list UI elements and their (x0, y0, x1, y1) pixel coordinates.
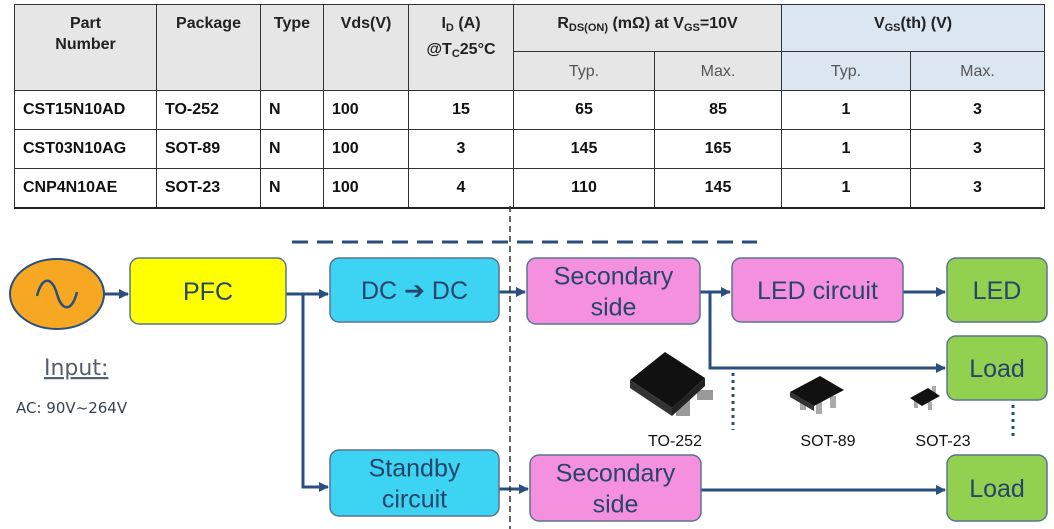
header-text: 25°C (459, 41, 496, 58)
subheader-cell: Max. (654, 51, 782, 91)
data-cell: 165 (654, 129, 782, 169)
node-label: Load (969, 475, 1025, 503)
header-text: I (441, 15, 446, 32)
node-label: LED circuit (757, 277, 878, 305)
data-cell: 3 (909, 129, 1046, 169)
package-label: TO-252 (648, 433, 702, 450)
header-text: R (557, 15, 569, 32)
package-label: SOT-89 (800, 433, 855, 450)
sot89-icon (790, 376, 844, 414)
header-text: GS (884, 22, 901, 34)
subheader-row: Typ. Max. Typ. Max. (15, 51, 1046, 91)
data-cell: SOT-23 (156, 168, 261, 209)
header-text: (mΩ) at V (608, 15, 684, 32)
node-box (946, 257, 1048, 323)
node: Load (946, 454, 1048, 522)
node-label: Load (969, 355, 1025, 383)
data-cell: 1 (781, 129, 911, 169)
node: Standby circuit (329, 449, 500, 517)
header-text: @T (426, 41, 452, 58)
node: DC ➔ DC (329, 257, 500, 323)
header-cell: Part Number (14, 4, 157, 91)
header-text: DS(ON) (568, 22, 608, 34)
data-cell: 1 (781, 168, 911, 209)
node: PFC (129, 257, 287, 325)
node-box (731, 257, 904, 323)
node-box (526, 257, 701, 325)
header-text: Vds(V) (340, 15, 392, 32)
node-label: DC ➔ DC (361, 277, 468, 305)
node-box (529, 454, 702, 522)
node-label: Standby (369, 455, 461, 483)
node: LED circuit (731, 257, 904, 323)
node-box (129, 257, 287, 325)
header-cell: RDS(ON) (mΩ) at VGS=10V (513, 4, 782, 52)
node-label: PFC (183, 278, 233, 306)
header-cell: ID (A) @TC25°C (408, 4, 514, 91)
node-label: Secondary (556, 460, 676, 488)
node-box (946, 454, 1048, 522)
data-cell: 15 (408, 90, 514, 130)
data-cell: CST03N10AG (14, 129, 157, 169)
header-text: (A) (453, 15, 481, 32)
data-cell: 3 (408, 129, 514, 169)
data-cell: 100 (323, 168, 409, 209)
header-text: Number (55, 36, 116, 53)
node: Secondary side (529, 454, 702, 522)
node-label: LED (973, 277, 1022, 305)
header-text: D (445, 22, 454, 34)
header-text: Package (176, 15, 241, 32)
node-box (329, 257, 500, 323)
data-cell: 100 (323, 90, 409, 130)
node: Secondary side (526, 257, 701, 325)
header-text: Type (273, 15, 311, 32)
data-cell: CST15N10AD (14, 90, 157, 130)
data-row: CNP4N10AE SOT-23 N 100 4 110 145 1 3 (14, 168, 1046, 209)
header-cell: Vds(V) (323, 4, 409, 91)
subheader-cell: Typ. (781, 51, 911, 91)
header-text: V (873, 15, 885, 32)
data-cell: 3 (909, 168, 1046, 209)
data-row: CST03N10AG SOT-89 N 100 3 145 165 1 3 (14, 129, 1046, 169)
header-text: Part (69, 15, 102, 32)
sine-icon (35, 279, 79, 309)
node-box (329, 449, 500, 517)
header-cell: Type (260, 4, 324, 91)
data-cell: 145 (513, 129, 655, 169)
subheader-cell: Typ. (513, 51, 655, 91)
header-text: C (451, 48, 460, 60)
input-label: Input: (44, 356, 108, 381)
node-box (946, 335, 1048, 401)
data-cell: N (260, 90, 324, 130)
to252-icon (630, 352, 713, 416)
header-cell: VGS(th) (V) (780, 4, 1046, 52)
spec-table: Part Number Package Type Vds(V) ID (A) @TC25°C… (14, 4, 1046, 209)
data-cell: 145 (654, 168, 782, 209)
sot23-icon (910, 386, 940, 410)
header-text: =10V (699, 15, 738, 32)
node-label: Secondary (554, 263, 674, 291)
node-label: circuit (382, 486, 447, 514)
header-cell: Package (156, 4, 261, 91)
input-range: AC: 90V~264V (16, 399, 128, 417)
node: LED (946, 257, 1048, 323)
node-label: side (591, 294, 637, 322)
data-cell: CNP4N10AE (14, 168, 157, 209)
data-cell: 110 (513, 168, 655, 209)
node-label: side (593, 491, 639, 519)
header-text: (th) (V) (900, 15, 953, 32)
data-cell: SOT-89 (156, 129, 261, 169)
header-text: GS (683, 22, 700, 34)
data-cell: N (260, 129, 324, 169)
subheader-cell: Max. (909, 51, 1046, 91)
data-cell: 100 (323, 129, 409, 169)
node: Load (946, 335, 1048, 401)
header-row: Part Number Package Type Vds(V) ID (A) @TC25°C… (14, 4, 1046, 91)
connectors (104, 287, 946, 495)
package-label: SOT-23 (915, 433, 970, 450)
